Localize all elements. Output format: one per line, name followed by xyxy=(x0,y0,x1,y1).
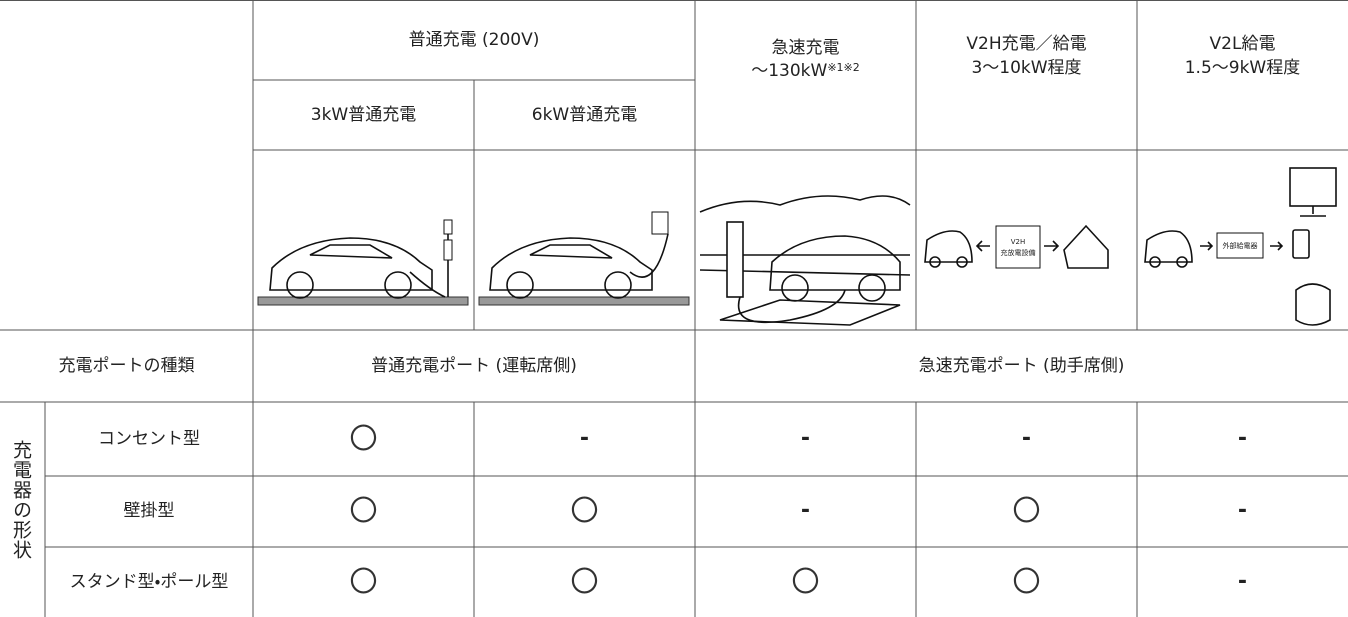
header-quick-power: ～130kW xyxy=(751,60,828,81)
header-quick-1: 急速充電 xyxy=(771,37,840,58)
port-label: 充電ポートの種類 xyxy=(58,355,195,376)
illustration-v2h xyxy=(924,224,1109,269)
header-v2h-2: 3～10kW程度 xyxy=(971,57,1082,78)
v2l-box: 外部給電器 xyxy=(1222,241,1258,250)
cell-mark: - xyxy=(1237,568,1248,594)
header-6kw: 6kW普通充電 xyxy=(531,104,638,125)
row-label: コンセント型 xyxy=(98,428,200,449)
v2h-box-2: 充放電設備 xyxy=(1000,248,1036,257)
cell-mark: 〇 xyxy=(349,422,378,456)
cell-mark: 〇 xyxy=(349,494,378,528)
header-3kw: 3kW普通充電 xyxy=(310,104,417,125)
v2h-box-1: V2H xyxy=(1010,237,1026,246)
header-normal: 普通充電 (200V) xyxy=(408,29,540,50)
cell-mark: - xyxy=(800,425,811,451)
cell-mark: 〇 xyxy=(570,565,599,599)
header-v2h-1: V2H充電／給電 xyxy=(966,33,1087,54)
cell-mark: 〇 xyxy=(791,565,820,599)
port-quick: 急速充電ポート (助手席側) xyxy=(918,355,1125,376)
cell-mark: - xyxy=(800,497,811,523)
cell-mark: 〇 xyxy=(349,565,378,599)
port-normal: 普通充電ポート (運転席側) xyxy=(371,355,577,376)
row-label: スタンド型・ポール型 xyxy=(69,571,229,592)
cell-mark: - xyxy=(1237,497,1248,523)
cell-mark: - xyxy=(1237,425,1248,451)
cell-mark: - xyxy=(1021,425,1032,451)
shape-group-label: 充電器の形状 xyxy=(10,440,32,560)
header-v2l-2: 1.5～9kW程度 xyxy=(1184,57,1301,78)
cell-mark: 〇 xyxy=(570,494,599,528)
illustration-v2l xyxy=(1144,167,1337,326)
header-v2l-1: V2L給電 xyxy=(1209,33,1276,54)
illustration-6kw xyxy=(478,211,690,306)
cell-mark: - xyxy=(579,425,590,451)
cell-mark: 〇 xyxy=(1012,494,1041,528)
row-label: 壁掛型 xyxy=(123,500,175,521)
header-quick-note: ※1※2 xyxy=(827,60,860,74)
cell-mark: 〇 xyxy=(1012,565,1041,599)
header-quick-2: ～130kW※1※2 xyxy=(695,61,916,81)
illustration-3kw xyxy=(257,219,469,306)
illustration-quick xyxy=(699,195,911,326)
